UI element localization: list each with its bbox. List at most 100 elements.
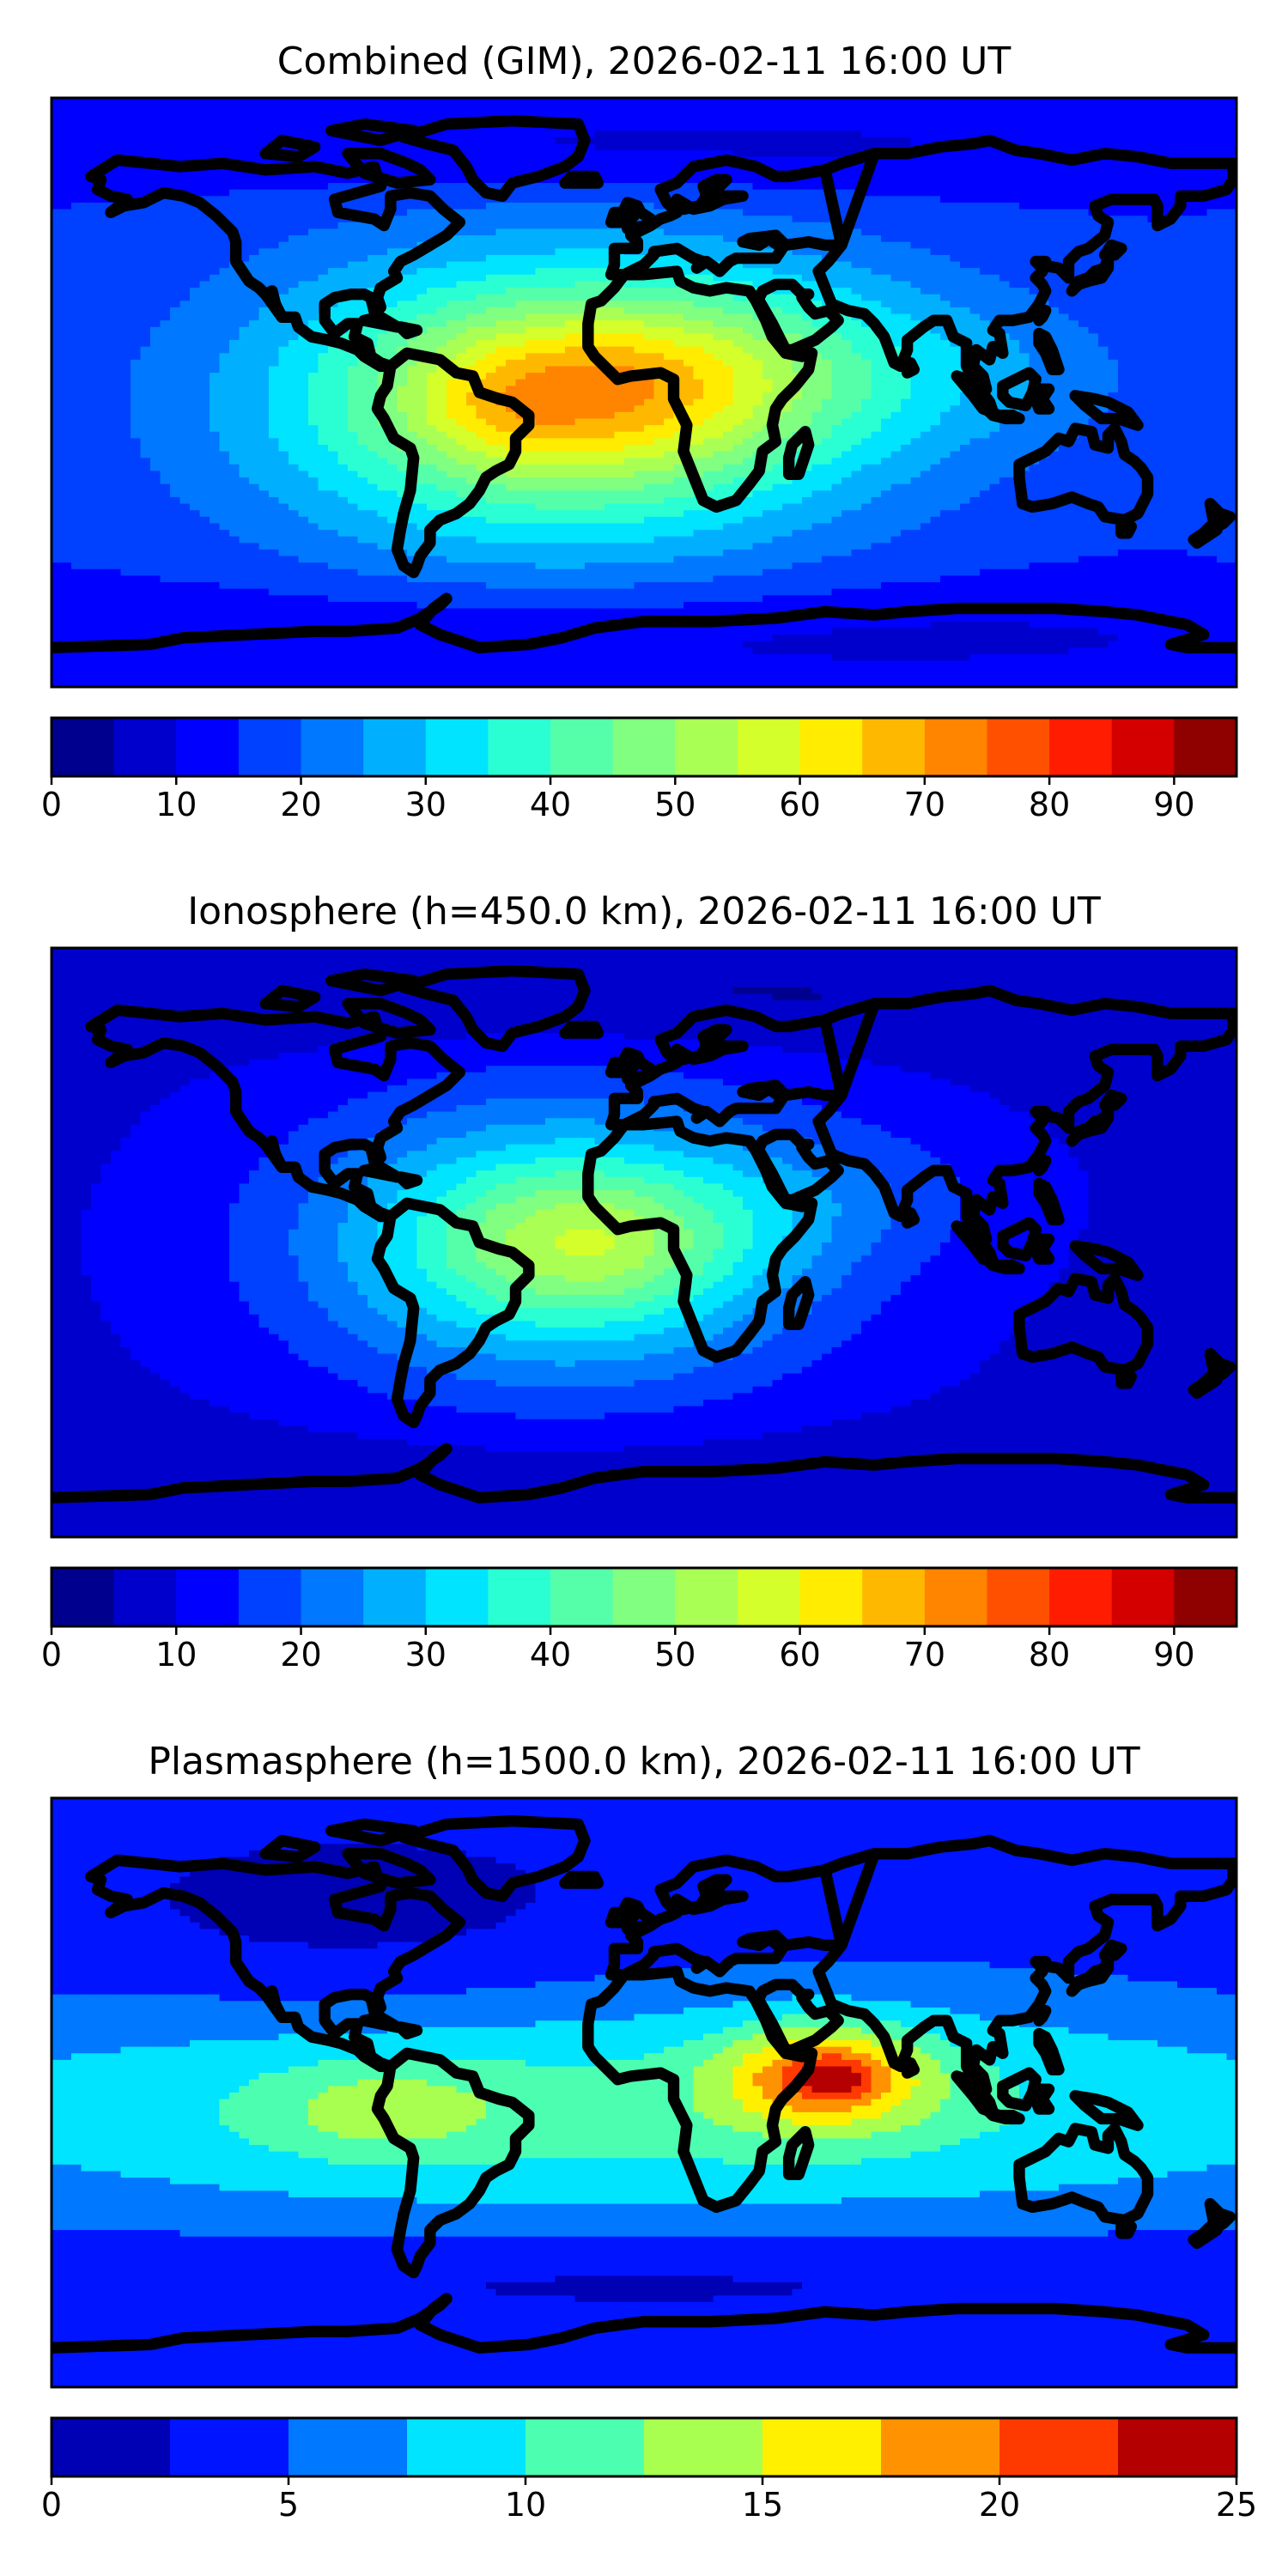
heatmap-cell: [930, 333, 941, 341]
heatmap-cell: [298, 216, 309, 223]
heatmap-cell: [526, 241, 537, 249]
heatmap-cell: [1059, 359, 1070, 368]
heatmap-cell: [190, 274, 201, 283]
heatmap-cell: [1108, 235, 1119, 243]
heatmap-cell: [713, 333, 724, 341]
heatmap-cell: [1177, 117, 1188, 125]
heatmap-cell: [792, 301, 803, 308]
heatmap-cell: [81, 235, 92, 243]
heatmap-cell: [693, 313, 704, 321]
heatmap-cell: [910, 117, 921, 125]
heatmap-cell: [960, 313, 971, 321]
heatmap-cell: [574, 320, 586, 328]
heatmap-cell: [1059, 137, 1070, 144]
heatmap-cell: [515, 353, 526, 361]
heatmap-cell: [328, 288, 339, 295]
heatmap-cell: [61, 313, 72, 321]
heatmap-cell: [713, 326, 724, 334]
heatmap-cell: [605, 111, 616, 118]
heatmap-cell: [318, 346, 329, 354]
heatmap-cell: [664, 333, 675, 341]
heatmap-cell: [950, 281, 961, 289]
heatmap-cell: [150, 124, 161, 131]
heatmap-cell: [91, 209, 102, 216]
heatmap-cell: [969, 209, 981, 216]
heatmap-cell: [140, 241, 151, 249]
heatmap-cell: [723, 248, 734, 256]
heatmap-cell: [150, 149, 161, 158]
heatmap-cell: [407, 261, 418, 269]
heatmap-cell: [486, 143, 497, 151]
heatmap-cell: [318, 149, 329, 158]
heatmap-cell: [683, 124, 695, 131]
heatmap-cell: [1197, 288, 1208, 295]
heatmap-cell: [1019, 202, 1030, 210]
heatmap-cell: [1068, 359, 1079, 368]
heatmap-cell: [397, 98, 408, 106]
heatmap-cell: [1206, 346, 1218, 354]
heatmap-cell: [407, 307, 418, 315]
heatmap-cell: [1088, 169, 1099, 178]
heatmap-cell: [239, 301, 250, 308]
heatmap-cell: [545, 228, 556, 236]
heatmap-cell: [328, 183, 339, 191]
heatmap-cell: [910, 320, 921, 328]
heatmap-cell: [901, 268, 912, 276]
heatmap-cell: [199, 222, 210, 230]
heatmap-cell: [782, 254, 793, 263]
heatmap-cell: [456, 98, 467, 106]
heatmap-cell: [574, 241, 586, 249]
heatmap-cell: [476, 143, 487, 151]
heatmap-cell: [1127, 261, 1139, 269]
heatmap-cell: [407, 301, 418, 308]
heatmap-cell: [61, 163, 72, 171]
heatmap-cell: [683, 313, 695, 321]
heatmap-cell: [1127, 346, 1139, 354]
heatmap-cell: [427, 117, 438, 125]
heatmap-cell: [594, 333, 605, 341]
heatmap-cell: [495, 131, 507, 138]
heatmap-cell: [160, 320, 171, 328]
heatmap-cell: [574, 274, 586, 283]
heatmap-cell: [416, 340, 428, 348]
heatmap-cell: [447, 261, 458, 269]
heatmap-cell: [71, 117, 82, 125]
heatmap-cell: [81, 104, 92, 112]
heatmap-cell: [723, 307, 734, 315]
heatmap-cell: [901, 98, 912, 106]
tec-map: [52, 98, 1236, 687]
heatmap-cell: [486, 209, 497, 216]
heatmap-cell: [377, 104, 388, 112]
heatmap-cell: [585, 131, 596, 138]
heatmap-cell: [969, 169, 981, 178]
heatmap-cell: [258, 241, 270, 249]
heatmap-cell: [605, 117, 616, 125]
heatmap-cell: [160, 111, 171, 118]
heatmap-cell: [1039, 274, 1050, 283]
heatmap-cell: [762, 340, 774, 348]
heatmap-cell: [762, 261, 774, 269]
heatmap-cell: [61, 124, 72, 131]
heatmap-cell: [574, 288, 586, 295]
heatmap-cell: [456, 143, 467, 151]
heatmap-cell: [1059, 176, 1070, 184]
heatmap-cell: [52, 228, 63, 236]
heatmap-cell: [565, 149, 576, 158]
heatmap-cell: [436, 169, 447, 178]
heatmap-cell: [140, 333, 151, 341]
heatmap-cell: [526, 294, 537, 301]
heatmap-cell: [337, 228, 349, 236]
heatmap-cell: [348, 104, 359, 112]
heatmap-cell: [61, 98, 72, 106]
heatmap-cell: [61, 353, 72, 361]
heatmap-cell: [653, 143, 665, 151]
heatmap-cell: [436, 254, 447, 263]
heatmap-cell: [634, 340, 645, 348]
heatmap-cell: [545, 196, 556, 204]
heatmap-cell: [1147, 261, 1158, 269]
heatmap-cell: [111, 222, 122, 230]
heatmap-cell: [634, 196, 645, 204]
heatmap-cell: [1059, 98, 1070, 106]
heatmap-cell: [466, 137, 477, 144]
heatmap-cell: [792, 117, 803, 125]
